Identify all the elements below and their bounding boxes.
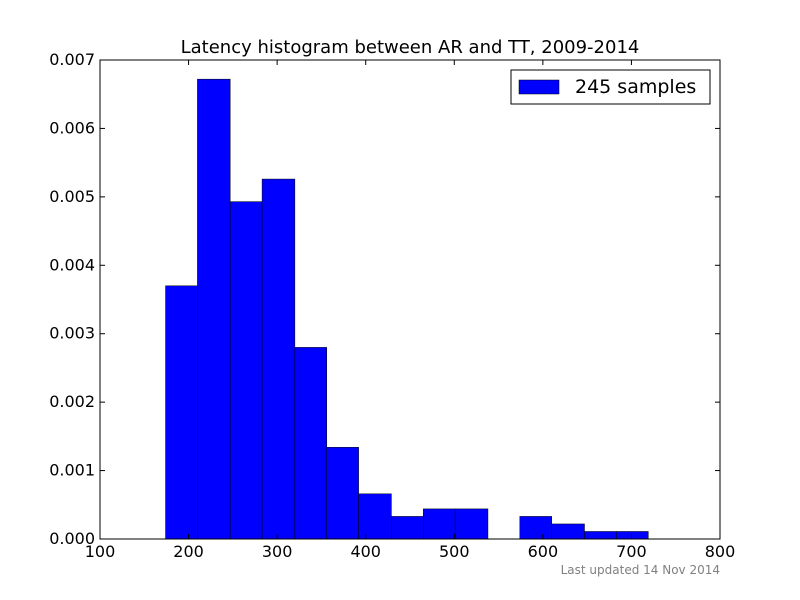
x-tick-label: 600 <box>528 542 559 561</box>
histogram-bar <box>519 516 552 540</box>
x-tick-label: 400 <box>350 542 381 561</box>
x-tick-label: 100 <box>85 542 116 561</box>
histogram-bar <box>165 285 198 540</box>
histogram-bar <box>229 201 263 540</box>
y-tick-label: 0.003 <box>49 324 95 343</box>
x-tick-label: 700 <box>616 542 647 561</box>
y-tick-label: 0.004 <box>49 255 95 274</box>
chart-title: Latency histogram between AR and TT, 200… <box>181 37 640 58</box>
y-tick-label: 0.000 <box>49 529 95 548</box>
histogram-bar <box>197 78 231 540</box>
histogram-bar <box>358 493 392 540</box>
legend-label: 245 samples <box>575 76 696 98</box>
histogram-bar <box>326 447 359 540</box>
y-tick-label: 0.001 <box>49 461 95 480</box>
histogram-bar <box>616 531 649 540</box>
y-tick-label: 0.006 <box>49 118 95 137</box>
bars-group <box>165 78 649 540</box>
histogram-bar <box>584 531 617 540</box>
y-tick-label: 0.007 <box>49 50 95 69</box>
y-tick-label: 0.002 <box>49 392 95 411</box>
footnote: Last updated 14 Nov 2014 <box>561 563 720 577</box>
histogram-bar <box>391 516 424 540</box>
x-tick-label: 200 <box>173 542 204 561</box>
plot-frame <box>99 59 721 540</box>
x-axis: 100 200 300 400 500 600 700 800 <box>85 60 736 561</box>
x-tick-label: 300 <box>262 542 293 561</box>
legend-swatch <box>518 79 560 95</box>
histogram-bar <box>261 178 296 540</box>
histogram-bar <box>454 508 489 540</box>
histogram-bar <box>423 508 456 540</box>
histogram-bar <box>551 523 585 540</box>
x-tick-label: 500 <box>439 542 470 561</box>
x-tick-label: 800 <box>705 542 736 561</box>
legend: 245 samples <box>510 69 711 105</box>
y-tick-label: 0.005 <box>49 187 95 206</box>
histogram-bar <box>294 347 327 540</box>
y-axis: 0.000 0.001 0.002 0.003 0.004 0.005 0.006 0.007 <box>49 50 720 548</box>
